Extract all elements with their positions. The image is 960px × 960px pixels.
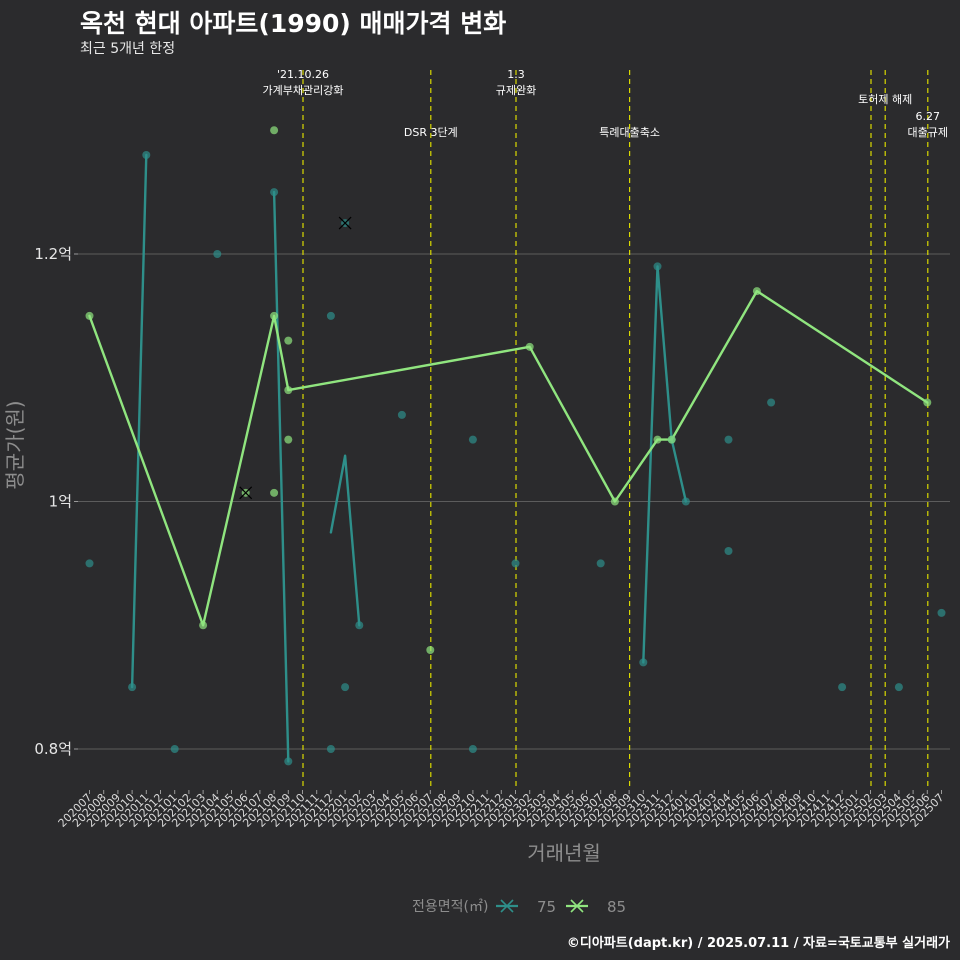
data-point-75 — [894, 683, 903, 692]
gridlines — [78, 253, 950, 750]
data-point-75 — [170, 745, 179, 753]
event-label: 토허제 해제 — [858, 92, 912, 106]
data-point-75 — [284, 757, 293, 766]
cancelled-marker-85 — [239, 486, 253, 500]
y-axis-title: 평균가(원) — [3, 400, 27, 489]
data-point-75 — [397, 410, 406, 419]
data-point-75 — [326, 745, 335, 753]
event-label: DSR 3단계 — [404, 126, 458, 139]
series-line-75 — [130, 153, 148, 689]
data-point-75 — [468, 435, 477, 444]
cancelled-marker-75 — [338, 216, 352, 230]
legend: 전용면적(㎡) 75 85 — [412, 898, 626, 916]
data-point-85 — [525, 342, 534, 351]
data-point-85 — [199, 621, 208, 630]
data-point-75 — [213, 250, 222, 258]
source-caption: ©디아파트(dapt.kr) / 2025.07.11 / 자료=국토교통부 실… — [566, 936, 950, 951]
axes: 0.8억1억1.2억202007202008202009202010202011… — [3, 245, 947, 865]
event-label: 1.3 — [507, 68, 525, 81]
data-point-75 — [838, 683, 847, 692]
data-point-75 — [639, 658, 648, 667]
data-point-85 — [284, 386, 293, 395]
event-label: '21.10.26 — [277, 68, 329, 81]
data-point-75 — [724, 547, 733, 555]
data-point-75 — [653, 262, 662, 271]
data-point-85 — [426, 646, 435, 654]
data-point-75 — [511, 559, 520, 568]
event-label: 대출규제 — [908, 126, 948, 139]
data-point-85 — [752, 287, 761, 296]
data-point-75 — [937, 608, 946, 617]
data-point-75 — [341, 683, 350, 692]
data-point-85 — [85, 311, 94, 320]
data-point-85 — [270, 126, 279, 135]
data-point-85 — [610, 497, 619, 506]
data-point-75 — [468, 745, 477, 753]
event-label: 6.27 — [916, 110, 941, 123]
chart-subtitle: 최근 5개년 한정 — [80, 41, 176, 57]
y-tick-label: 1억 — [49, 493, 72, 511]
series-line-75 — [642, 265, 688, 664]
legend-label: 85 — [607, 898, 626, 916]
cancel-x-stroke — [338, 216, 352, 230]
data-point-75 — [128, 683, 137, 692]
y-tick-label: 1.2억 — [34, 245, 72, 263]
legend-item-85: 85 — [566, 898, 626, 916]
event-label: 규제완화 — [496, 84, 536, 97]
event-label: 특례대출축소 — [599, 126, 660, 139]
data-point-75 — [681, 497, 690, 506]
data-point-75 — [85, 559, 94, 568]
series-line-85 — [88, 289, 929, 627]
legend-title: 전용면적(㎡) — [412, 899, 488, 915]
legend-key-cross — [500, 899, 514, 913]
x-axis-title: 거래년월 — [527, 841, 601, 865]
data-points — [85, 126, 946, 766]
legend-item-75: 75 — [496, 898, 556, 916]
data-point-75 — [767, 398, 776, 407]
series-line-75 — [272, 190, 290, 763]
data-point-75 — [596, 559, 605, 568]
data-point-75 — [355, 621, 364, 630]
legend-label: 75 — [537, 898, 556, 916]
series-line-75 — [329, 454, 361, 627]
series-lines — [88, 153, 929, 763]
data-point-85 — [284, 336, 293, 345]
data-point-85 — [923, 398, 932, 407]
y-tick-label: 0.8억 — [34, 740, 72, 758]
data-point-75 — [724, 435, 733, 444]
cancel-x-stroke — [239, 486, 253, 500]
data-point-85 — [667, 435, 676, 444]
data-point-85 — [284, 435, 293, 444]
event-label: 가계부채관리강화 — [263, 84, 344, 97]
data-point-75 — [270, 188, 279, 197]
data-point-85 — [270, 311, 279, 320]
chart-title: 옥천 현대 아파트(1990) 매매가격 변화 — [80, 9, 507, 38]
legend-key-cross — [570, 899, 584, 913]
data-point-75 — [326, 311, 335, 320]
data-point-85 — [270, 488, 279, 497]
data-point-75 — [142, 151, 151, 159]
data-point-85 — [653, 435, 662, 444]
